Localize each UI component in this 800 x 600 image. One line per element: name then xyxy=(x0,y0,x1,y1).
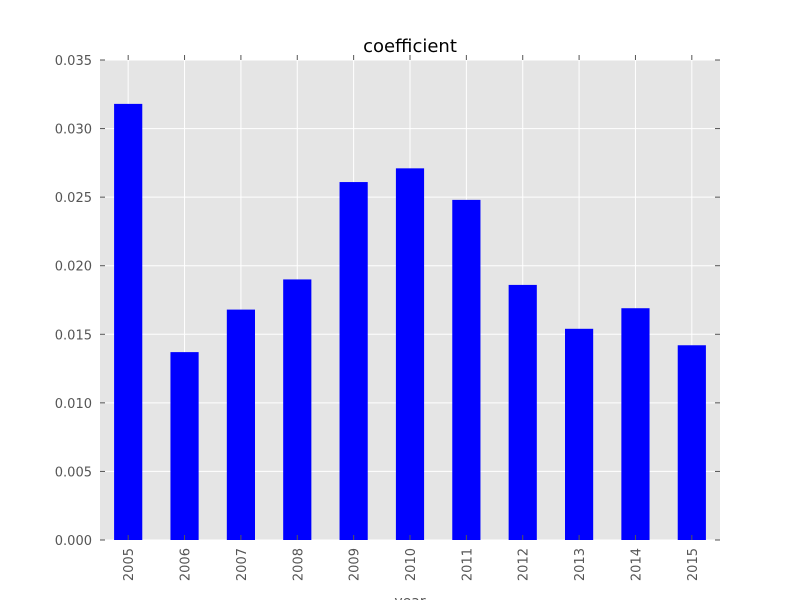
chart-title: coefficient xyxy=(363,36,457,57)
x-tick-label: 2015 xyxy=(686,548,701,581)
y-tick-label: 0.015 xyxy=(55,328,92,343)
bar xyxy=(114,103,143,540)
bar xyxy=(621,308,650,540)
y-tick-label: 0.010 xyxy=(55,397,92,412)
x-tick-label: 2014 xyxy=(629,548,644,581)
y-tick-label: 0.005 xyxy=(55,465,92,480)
x-tick-label: 2013 xyxy=(573,548,588,581)
bars xyxy=(114,103,706,541)
bar xyxy=(565,328,594,540)
x-tick-label: 2011 xyxy=(460,548,475,581)
y-tick-label: 0.035 xyxy=(55,54,92,69)
x-tick-label: 2008 xyxy=(291,548,306,581)
x-axis-label: year xyxy=(394,594,425,600)
x-tick-label: 2006 xyxy=(179,548,194,581)
bar xyxy=(677,345,706,540)
y-tick-label: 0.025 xyxy=(55,191,92,206)
bar xyxy=(170,352,199,540)
x-tick-label: 2009 xyxy=(348,548,363,581)
x-tick-label: 2010 xyxy=(404,548,419,581)
y-tick-label: 0.020 xyxy=(55,260,92,275)
bar xyxy=(395,168,425,541)
bar xyxy=(283,279,312,540)
x-tick-label: 2007 xyxy=(235,548,250,581)
bar xyxy=(452,199,481,540)
y-tick-label: 0.030 xyxy=(55,123,92,138)
bar xyxy=(339,182,368,541)
bar xyxy=(508,284,537,540)
bar xyxy=(226,309,255,540)
x-tick-label: 2012 xyxy=(517,548,532,581)
x-tick-label: 2005 xyxy=(122,548,137,581)
axes: 0.000 0.005 0.010 0.015 0.020 0.025 0.030 0.035… xyxy=(55,54,720,581)
y-tick-label: 0.000 xyxy=(55,534,92,549)
